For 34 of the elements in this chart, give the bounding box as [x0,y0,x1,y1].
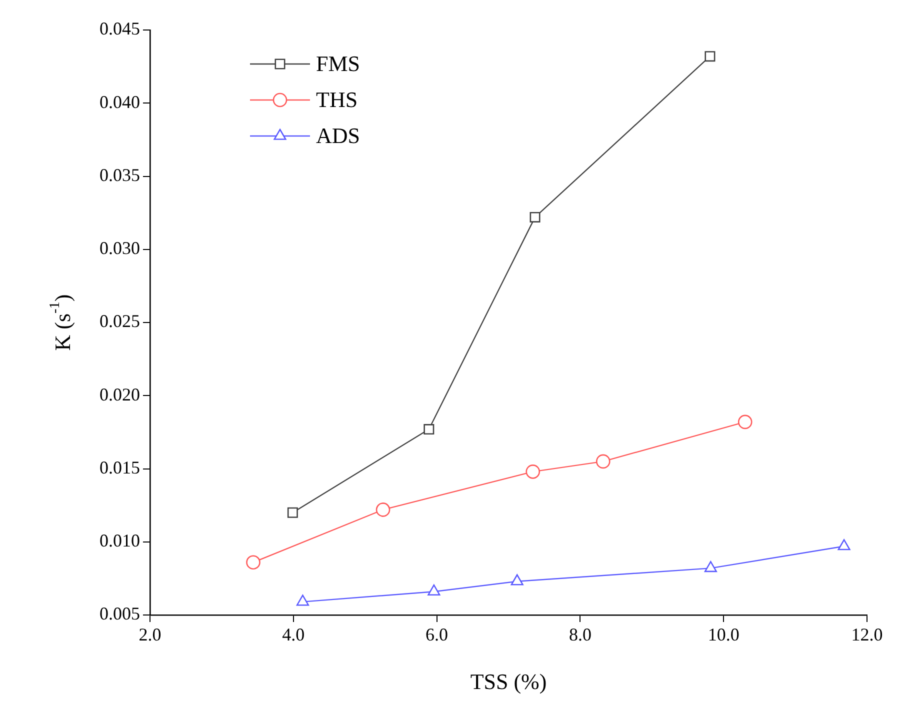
y-tick-label: 0.045 [100,18,140,39]
point [510,574,524,586]
legend-label: FMS [316,50,360,76]
y-tick-label: 0.005 [100,604,140,624]
y-tick-label: 0.030 [100,238,140,258]
y-tick-label: 0.010 [100,530,140,551]
point [376,502,390,517]
point [596,454,610,469]
point [246,555,260,570]
x-tick-label: 8.0 [568,624,592,645]
x-tick-label: 6.0 [426,624,448,645]
x-tick-label: 10.0 [708,624,740,645]
y-tick-label: 0.035 [100,164,140,185]
point [428,584,440,596]
y-tick-label: 0.040 [100,92,140,112]
point [738,414,752,430]
point [424,424,434,435]
x-tick-label: 12.0 [851,624,883,645]
point [530,212,540,222]
y-tick-label: 0.015 [100,457,140,478]
point [704,561,717,572]
point [704,51,716,62]
legend-label: ADS [316,122,360,148]
y-tick-label: 0.025 [100,311,140,332]
y-axis-title: K (s-1) [46,294,75,351]
point [838,539,850,550]
x-axis-title: TSS (%) [470,668,547,694]
point [287,507,298,518]
y-tick-label: 0.020 [100,384,140,404]
legend-label: THS [316,86,358,112]
x-tick-label: 2.0 [138,624,162,645]
point [526,464,540,479]
point [296,594,309,606]
x-tick-label: 4.0 [282,624,305,645]
